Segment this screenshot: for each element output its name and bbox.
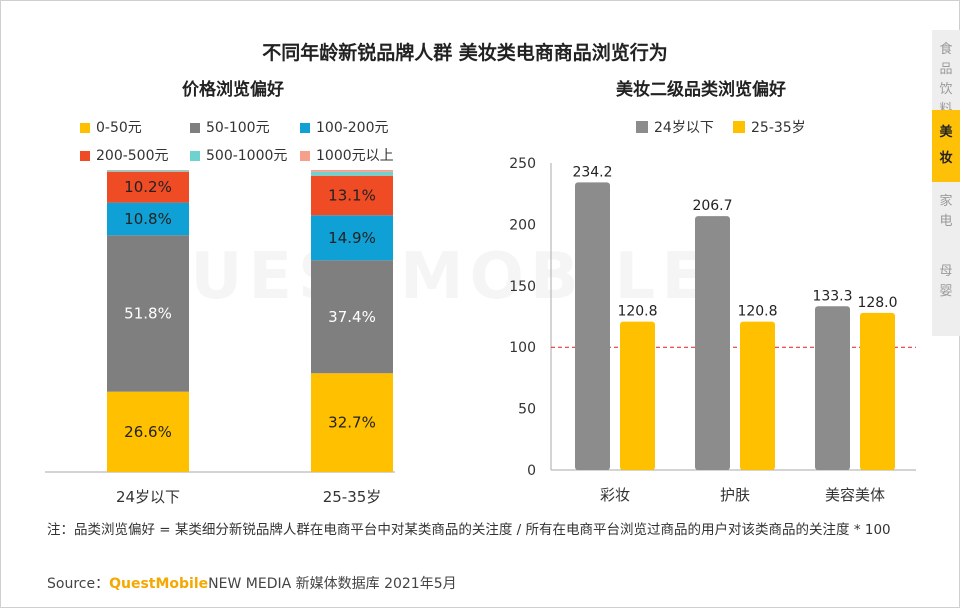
- y-tick-label: 100: [509, 340, 536, 356]
- legend-item-0-50: 0-50元: [80, 117, 142, 137]
- bar-value-label: 120.8: [617, 304, 657, 320]
- bar: [620, 321, 655, 470]
- source-brand: QuestMobile: [109, 576, 209, 592]
- legend-swatch: [300, 151, 310, 161]
- bar: [695, 216, 730, 470]
- legend-swatch: [636, 121, 648, 133]
- legend-swatch: [190, 123, 200, 133]
- stack-segment: [107, 170, 189, 171]
- segment-label: 10.8%: [124, 210, 172, 228]
- y-tick-label: 0: [527, 463, 536, 479]
- legend-swatch: [80, 151, 90, 161]
- bar: [815, 306, 850, 470]
- page-title: 不同年龄新锐品牌人群 美妆类电商商品浏览行为: [262, 42, 668, 64]
- legend-label: 1000元以上: [316, 148, 394, 164]
- stack-segment: [107, 235, 189, 392]
- legend-item-under-24: 24岁以下: [636, 117, 714, 137]
- legend-label: 50-100元: [206, 120, 270, 136]
- charts-canvas: 26.6% 51.8% 10.8% 10.2% 24岁以下 32.7% 37.4% 14.9%…: [45, 156, 916, 506]
- bar-value-label: 120.8: [737, 304, 777, 320]
- y-tick-label: 200: [509, 217, 536, 233]
- stack-segment: [311, 175, 393, 216]
- legend-label: 100-200元: [316, 120, 389, 136]
- legend-label: 25-35岁: [751, 120, 806, 136]
- legend-item-1000-plus: 1000元以上: [300, 145, 394, 165]
- bar: [575, 182, 610, 470]
- legend-item-25-35: 25-35岁: [733, 117, 806, 137]
- bar: [860, 312, 895, 470]
- stack-segment: [311, 373, 393, 472]
- legend-item-50-100: 50-100元: [190, 117, 270, 137]
- legend-label: 200-500元: [96, 148, 169, 164]
- legend-swatch: [300, 123, 310, 133]
- x-tick-label: 彩妆: [600, 486, 630, 504]
- left-chart-title: 价格浏览偏好: [182, 80, 284, 100]
- y-tick-label: 150: [509, 279, 536, 295]
- segment-label: 13.1%: [328, 187, 376, 205]
- right-chart-title: 美妆二级品类浏览偏好: [616, 80, 786, 100]
- legend-swatch: [733, 121, 745, 133]
- legend-label: 0-50元: [96, 120, 142, 136]
- stack-segment: [311, 170, 393, 172]
- source-line: Source：QuestMobileNEW MEDIA 新媒体数据库 2021年…: [47, 573, 457, 593]
- legend-swatch: [80, 123, 90, 133]
- x-tick-label: 25-35岁: [323, 488, 382, 506]
- stack-segment: [107, 391, 189, 472]
- stack-segment: [107, 170, 189, 172]
- bar: [740, 321, 775, 470]
- segment-label: 32.7%: [328, 414, 376, 432]
- y-tick-label: 50: [518, 402, 536, 418]
- side-nav-item[interactable]: 美妆: [932, 110, 960, 182]
- legend-item-100-200: 100-200元: [300, 117, 389, 137]
- stack-segment: [311, 215, 393, 261]
- x-tick-label: 美容美体: [825, 486, 885, 504]
- bar-value-label: 133.3: [812, 288, 852, 304]
- bar-value-label: 206.7: [692, 198, 732, 214]
- stack-segment: [311, 171, 393, 176]
- bar-value-label: 234.2: [572, 164, 612, 180]
- footnote: 注：品类浏览偏好 = 某类细分新锐品牌人群在电商平台中对某类商品的关注度 / 所…: [47, 522, 891, 538]
- stack-segment: [107, 171, 189, 203]
- segment-label: 26.6%: [124, 423, 172, 441]
- source-suffix: NEW MEDIA 新媒体数据库 2021年5月: [208, 576, 457, 592]
- legend-label: 500-1000元: [206, 148, 288, 164]
- legend-item-500-1000: 500-1000元: [190, 145, 287, 165]
- segment-label: 51.8%: [124, 304, 172, 322]
- side-nav: 食品饮料美妆家电母婴: [932, 30, 960, 336]
- x-tick-label: 24岁以下: [116, 488, 180, 506]
- segment-label: 10.2%: [124, 178, 172, 196]
- x-tick-label: 护肤: [720, 486, 750, 504]
- legend-swatch: [190, 151, 200, 161]
- side-nav-item[interactable]: 母婴: [939, 264, 953, 299]
- legend-item-200-500: 200-500元: [80, 145, 169, 165]
- y-tick-label: 250: [509, 156, 536, 172]
- bar-value-label: 128.0: [857, 295, 897, 311]
- legend-label: 24岁以下: [654, 120, 714, 136]
- side-nav-item[interactable]: 家电: [939, 194, 953, 229]
- segment-label: 37.4%: [328, 308, 376, 326]
- source-prefix: Source：: [47, 576, 110, 592]
- stack-segment: [107, 202, 189, 236]
- stack-segment: [311, 260, 393, 374]
- segment-label: 14.9%: [328, 229, 376, 247]
- side-nav-item[interactable]: 食品饮料: [939, 42, 953, 117]
